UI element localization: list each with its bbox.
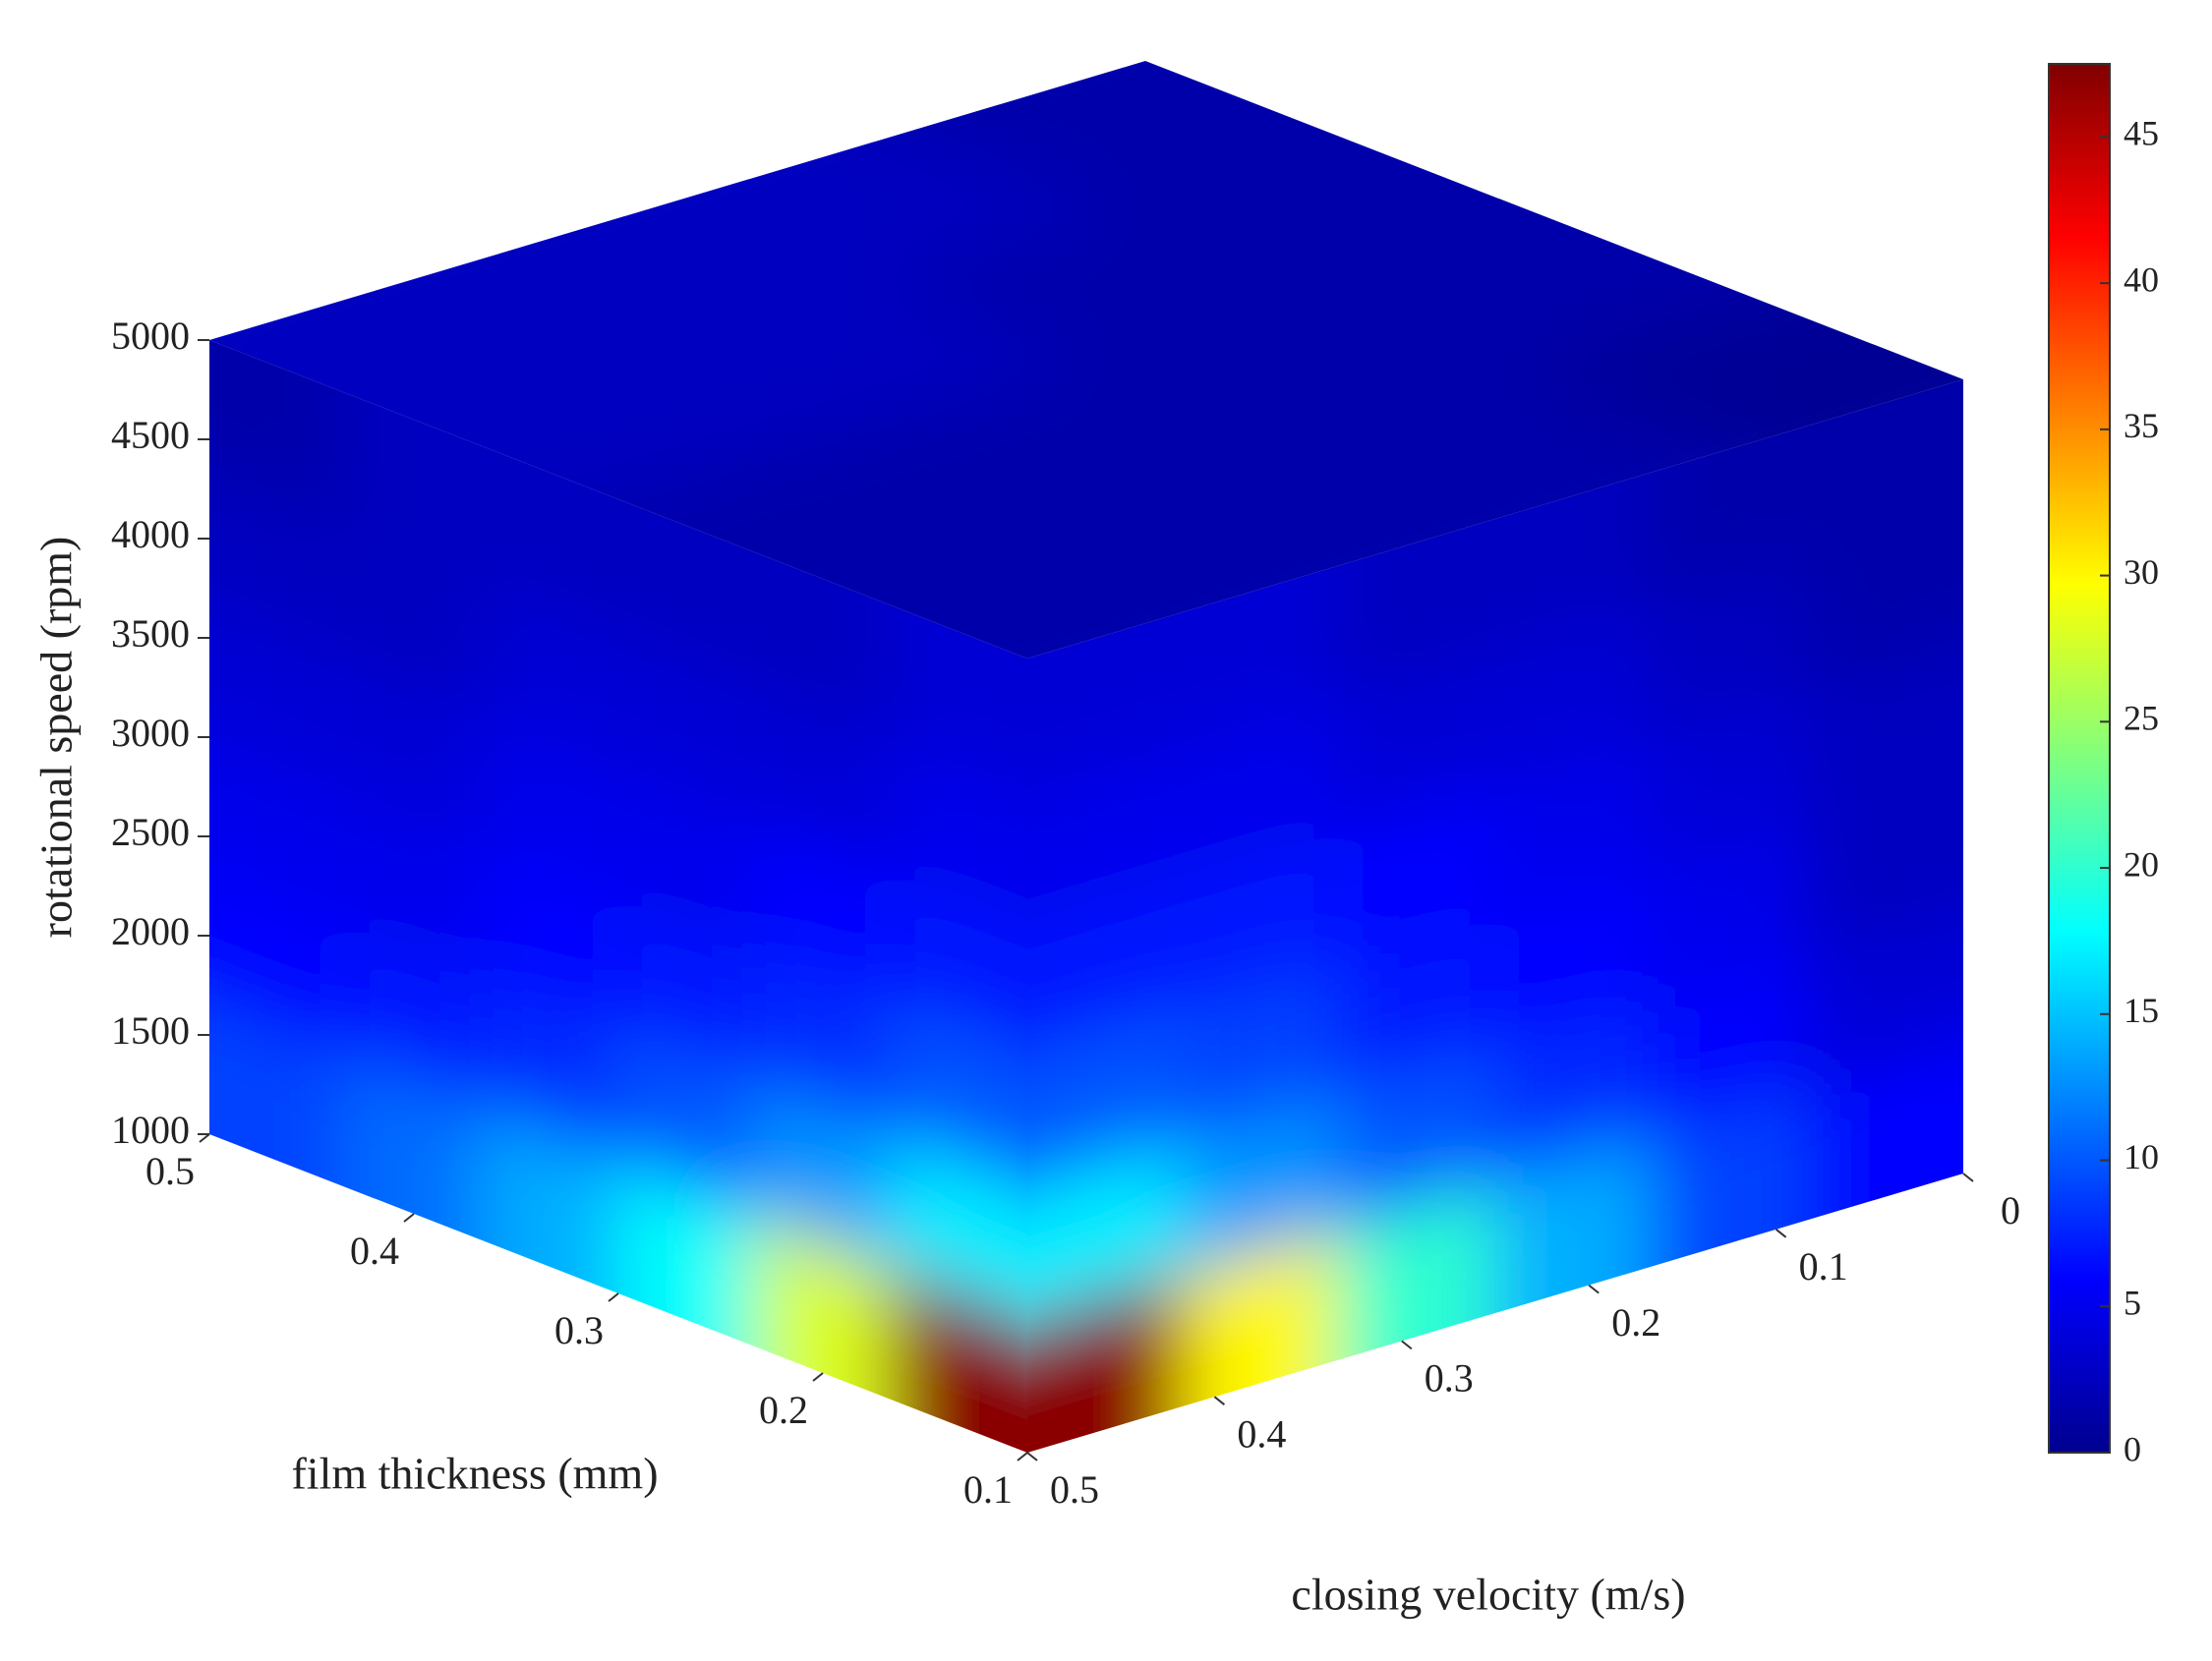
y-tick-label: 0.1 bbox=[1799, 1244, 1848, 1289]
x-tick-label: 0.1 bbox=[963, 1467, 1013, 1512]
x-tick-label: 0.3 bbox=[554, 1308, 604, 1352]
face-right bbox=[1027, 379, 1963, 1453]
x-tick bbox=[608, 1292, 619, 1302]
colorbar-tick-label: 25 bbox=[2124, 699, 2159, 738]
z-tick-label: 2000 bbox=[111, 909, 190, 953]
x-tick bbox=[1017, 1452, 1028, 1461]
y-tick bbox=[1213, 1396, 1226, 1405]
colorbar-tick-label: 45 bbox=[2124, 114, 2159, 153]
y-tick-label: 0.2 bbox=[1611, 1300, 1660, 1345]
y-tick bbox=[1588, 1284, 1600, 1294]
x-axis-label: film thickness (mm) bbox=[291, 1449, 658, 1499]
cell bbox=[1806, 733, 1963, 957]
z-tick-label: 3000 bbox=[111, 711, 190, 755]
z-tick-label: 4000 bbox=[111, 512, 190, 556]
cell bbox=[890, 1133, 1027, 1370]
z-tick-label: 2500 bbox=[111, 810, 190, 854]
face-cells bbox=[1027, 379, 1963, 1453]
y-axis-label: closing velocity (m/s) bbox=[1291, 1570, 1685, 1620]
z-axis-label: rotational speed (rpm) bbox=[31, 537, 82, 939]
z-tick-label: 3500 bbox=[111, 611, 190, 656]
y-tick-label: 0.5 bbox=[1050, 1467, 1099, 1512]
cell bbox=[1806, 865, 1963, 1090]
colorbar bbox=[2048, 63, 2111, 1454]
y-tick-label: 0.3 bbox=[1425, 1356, 1474, 1401]
z-tick-label: 5000 bbox=[111, 314, 190, 358]
face-cells bbox=[209, 61, 1963, 659]
cell bbox=[890, 736, 1027, 973]
cell bbox=[1338, 1178, 1496, 1453]
y-tick bbox=[1962, 1173, 1974, 1182]
y-tick-label: 0 bbox=[2001, 1188, 2020, 1232]
cell bbox=[1182, 1226, 1341, 1453]
y-tick bbox=[1026, 1452, 1038, 1461]
x-tick-label: 0.2 bbox=[759, 1388, 808, 1432]
z-tick-label: 1000 bbox=[111, 1108, 190, 1152]
cell bbox=[209, 340, 347, 528]
x-tick bbox=[812, 1372, 824, 1382]
y-tick-label: 0.4 bbox=[1237, 1411, 1286, 1456]
z-tick-label: 4500 bbox=[111, 413, 190, 457]
cell bbox=[890, 1265, 1027, 1453]
x-tick bbox=[403, 1213, 415, 1223]
colorbar-tick-label: 40 bbox=[2124, 259, 2159, 299]
x-tick-label: 0.5 bbox=[146, 1149, 195, 1193]
cell bbox=[1806, 601, 1963, 825]
colorbar-tick-label: 0 bbox=[2124, 1429, 2141, 1468]
colorbar-tick-label: 15 bbox=[2124, 991, 2159, 1030]
face-top bbox=[209, 61, 1963, 659]
colorbar-tick-label: 5 bbox=[2124, 1284, 2141, 1323]
colorbar-tick-label: 20 bbox=[2124, 844, 2159, 884]
colorbar-tick-label: 35 bbox=[2124, 406, 2159, 445]
colorbar-tick-label: 30 bbox=[2124, 552, 2159, 592]
y-tick bbox=[1401, 1340, 1413, 1350]
x-tick bbox=[199, 1133, 210, 1143]
cell bbox=[1806, 468, 1963, 693]
colorbar-tick-label: 10 bbox=[2124, 1137, 2159, 1176]
y-tick bbox=[1775, 1229, 1787, 1238]
cell bbox=[1494, 1132, 1653, 1434]
cell bbox=[890, 1001, 1027, 1237]
cell bbox=[890, 868, 1027, 1106]
z-tick-label: 1500 bbox=[111, 1008, 190, 1053]
x-tick-label: 0.4 bbox=[350, 1229, 399, 1273]
